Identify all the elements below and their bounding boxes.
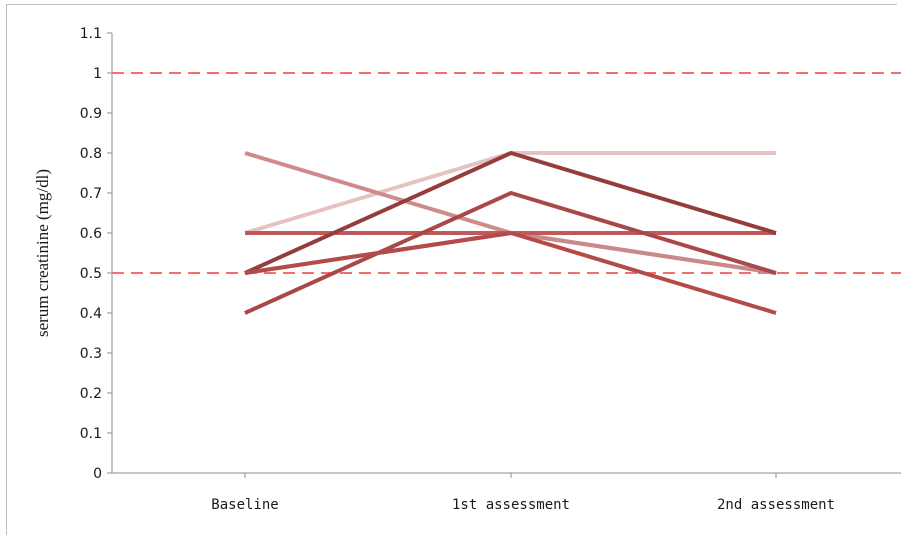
x-category-label: Baseline xyxy=(211,497,278,513)
y-tick-label: 1 xyxy=(93,66,102,82)
y-tick-label: 0.8 xyxy=(80,146,102,162)
series-line xyxy=(244,191,777,315)
y-tick-label: 0.3 xyxy=(80,346,102,362)
y-tick-label: 0.4 xyxy=(80,306,102,322)
reference-lines xyxy=(112,72,901,274)
y-axis: 0 0.1 0.2 0.3 0.4 0.5 0.6 0.7 0.8 0.9 1 1.1 xyxy=(80,26,113,482)
y-tick-label: 0.7 xyxy=(80,186,102,202)
y-tick-label: 0 xyxy=(93,466,102,482)
x-axis: Baseline 1st assessment 2nd assessment xyxy=(112,472,901,513)
series-line xyxy=(244,151,777,275)
x-category-label: 2nd assessment xyxy=(717,497,835,513)
y-tick-label: 0.9 xyxy=(80,106,102,122)
y-tick-label: 0.5 xyxy=(80,266,102,282)
series-line xyxy=(244,151,777,275)
y-axis-title: serum creatinine (mg/dl) xyxy=(33,169,52,337)
y-tick-label: 1.1 xyxy=(80,26,102,42)
y-tick-label: 0.2 xyxy=(80,386,102,402)
series-lines xyxy=(244,151,777,315)
y-tick-label: 0.1 xyxy=(80,426,102,442)
y-tick-label: 0.6 xyxy=(80,226,102,242)
series-line xyxy=(244,231,777,315)
x-category-label: 1st assessment xyxy=(452,497,570,513)
chart-frame xyxy=(6,4,897,535)
